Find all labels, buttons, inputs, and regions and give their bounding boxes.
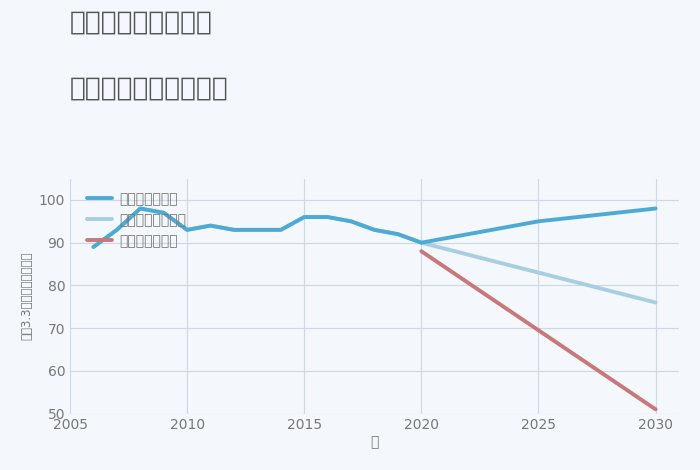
- ノーマルシナリオ: [183, 227, 191, 233]
- ノーマルシナリオ: [113, 227, 121, 233]
- ノーマルシナリオ: [230, 227, 238, 233]
- Legend: グッドシナリオ, ノーマルシナリオ, バッドシナリオ: グッドシナリオ, ノーマルシナリオ, バッドシナリオ: [83, 188, 190, 252]
- Y-axis label: 坪（3.3㎡）単価（万円）: 坪（3.3㎡）単価（万円）: [20, 252, 33, 340]
- ノーマルシナリオ: [534, 270, 542, 275]
- ノーマルシナリオ: [276, 227, 285, 233]
- ノーマルシナリオ: [300, 214, 309, 220]
- グッドシナリオ: [89, 244, 97, 250]
- グッドシナリオ: [136, 206, 144, 212]
- ノーマルシナリオ: [160, 210, 168, 216]
- グッドシナリオ: [160, 210, 168, 216]
- ノーマルシナリオ: [652, 300, 660, 306]
- Line: ノーマルシナリオ: ノーマルシナリオ: [93, 209, 656, 303]
- グッドシナリオ: [183, 227, 191, 233]
- ノーマルシナリオ: [370, 227, 379, 233]
- ノーマルシナリオ: [347, 219, 356, 224]
- グッドシナリオ: [206, 223, 215, 228]
- ノーマルシナリオ: [206, 223, 215, 228]
- X-axis label: 年: 年: [370, 435, 379, 449]
- ノーマルシナリオ: [393, 231, 402, 237]
- グッドシナリオ: [370, 227, 379, 233]
- グッドシナリオ: [652, 206, 660, 212]
- Line: グッドシナリオ: グッドシナリオ: [93, 209, 656, 247]
- Text: 兵庫県姫路市兼田の: 兵庫県姫路市兼田の: [70, 9, 213, 35]
- グッドシナリオ: [230, 227, 238, 233]
- グッドシナリオ: [113, 227, 121, 233]
- Line: バッドシナリオ: バッドシナリオ: [421, 251, 656, 409]
- ノーマルシナリオ: [323, 214, 332, 220]
- ノーマルシナリオ: [136, 206, 144, 212]
- グッドシナリオ: [323, 214, 332, 220]
- グッドシナリオ: [393, 231, 402, 237]
- グッドシナリオ: [347, 219, 356, 224]
- グッドシナリオ: [253, 227, 262, 233]
- Text: 中古戸建ての価格推移: 中古戸建ての価格推移: [70, 75, 229, 101]
- グッドシナリオ: [276, 227, 285, 233]
- ノーマルシナリオ: [417, 240, 426, 245]
- グッドシナリオ: [417, 240, 426, 245]
- バッドシナリオ: [652, 407, 660, 412]
- バッドシナリオ: [417, 249, 426, 254]
- ノーマルシナリオ: [89, 244, 97, 250]
- グッドシナリオ: [300, 214, 309, 220]
- ノーマルシナリオ: [253, 227, 262, 233]
- グッドシナリオ: [534, 219, 542, 224]
